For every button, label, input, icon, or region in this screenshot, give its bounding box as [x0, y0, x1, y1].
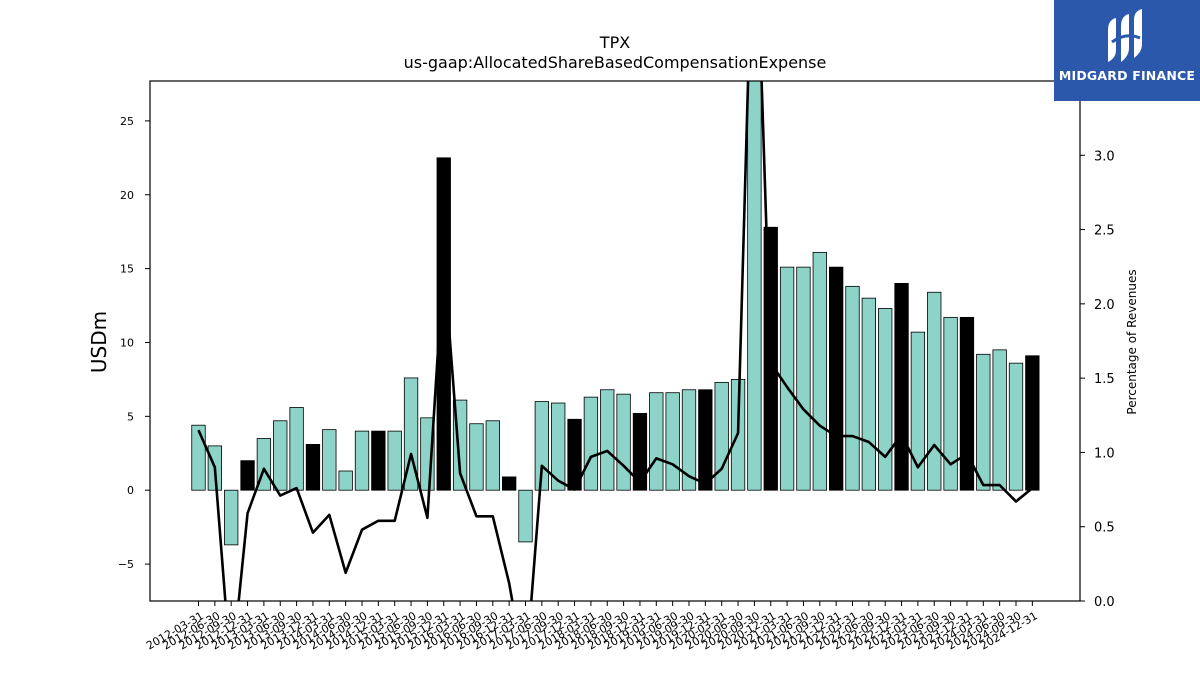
bar-2023-06-30	[927, 291, 942, 491]
bar-2016-09-30	[485, 420, 500, 491]
bar-2019-06-30	[665, 392, 680, 491]
bar-2020-09-30	[747, 81, 762, 491]
bar-2012-09-30	[224, 489, 239, 546]
chart-subtitle: us-gaap:AllocatedShareBasedCompensationE…	[404, 53, 827, 72]
bar-2016-12-31	[501, 476, 517, 491]
y2-tick-label: 1.0	[1094, 446, 1115, 461]
y-tick-label: 15	[120, 263, 134, 276]
midgard-finance-logo: MIDGARD FINANCE	[1054, 0, 1200, 101]
bar-2018-12-31	[632, 412, 648, 491]
y-tick-label: 5	[127, 410, 134, 423]
y2-tick-label: 1.5	[1094, 372, 1115, 387]
bar-2012-03-31	[191, 424, 206, 491]
bar-2018-09-30	[616, 393, 631, 491]
bar-2013-12-31	[305, 444, 321, 491]
bar-2023-03-31	[910, 331, 926, 491]
y2-axis-label: Percentage of Revenues	[1125, 269, 1139, 414]
bar-2022-03-31	[845, 285, 860, 491]
revenue-percentage-line	[197, 81, 1034, 601]
bar-2018-03-31	[583, 396, 599, 491]
bar-2013-09-30	[289, 407, 304, 491]
bar-2019-09-30	[681, 389, 697, 491]
y-tick-label: −5	[118, 558, 134, 571]
bar-2023-09-30	[943, 316, 958, 491]
y-tick-label: 25	[120, 115, 134, 128]
bar-2019-12-31	[698, 389, 713, 491]
bar-2024-03-31	[976, 353, 991, 491]
bar-2013-06-30	[273, 420, 288, 491]
bar-2014-06-30	[338, 470, 353, 491]
bar-2014-09-30	[354, 430, 370, 491]
bar-2021-09-30	[812, 251, 827, 491]
bar-2018-06-30	[600, 389, 615, 491]
bar-2014-12-31	[371, 430, 386, 491]
y2-tick-label: 3.0	[1094, 149, 1115, 164]
bar-2014-03-31	[322, 429, 337, 491]
y2-tick-label: 2.5	[1094, 224, 1115, 239]
bar-2019-03-31	[649, 392, 664, 491]
y2-tick-label: 2.0	[1094, 298, 1115, 313]
logo-mark-icon	[1108, 9, 1142, 62]
bar-2022-06-30	[861, 297, 876, 491]
bar-2016-06-30	[469, 423, 484, 491]
y-tick-label: 20	[120, 189, 134, 202]
bar-2012-12-31	[240, 460, 255, 491]
bar-2017-09-30	[551, 402, 566, 491]
bar-2024-09-30	[1008, 362, 1024, 491]
y-tick-label: 10	[120, 336, 134, 349]
bar-2022-09-30	[878, 308, 893, 491]
bar-2015-03-31	[387, 430, 402, 491]
y-axis-label: USDm	[87, 311, 111, 373]
y2-tick-label: 0.0	[1094, 595, 1115, 610]
bar-2017-03-31	[518, 489, 533, 543]
bar-2024-06-30	[992, 349, 1007, 491]
bar-2022-12-31	[894, 282, 909, 491]
y-tick-label: 0	[127, 484, 134, 497]
y2-tick-label: 0.5	[1094, 521, 1115, 536]
plot-frame	[149, 80, 1081, 602]
bar-2024-12-31	[1025, 355, 1040, 491]
bar-2021-06-30	[796, 266, 811, 491]
bar-2015-12-31	[436, 157, 451, 491]
bar-2023-12-31	[959, 316, 975, 491]
bar-2021-12-31	[829, 266, 844, 491]
chart-title: TPX	[599, 33, 630, 52]
logo-text: MIDGARD FINANCE	[1058, 68, 1196, 83]
